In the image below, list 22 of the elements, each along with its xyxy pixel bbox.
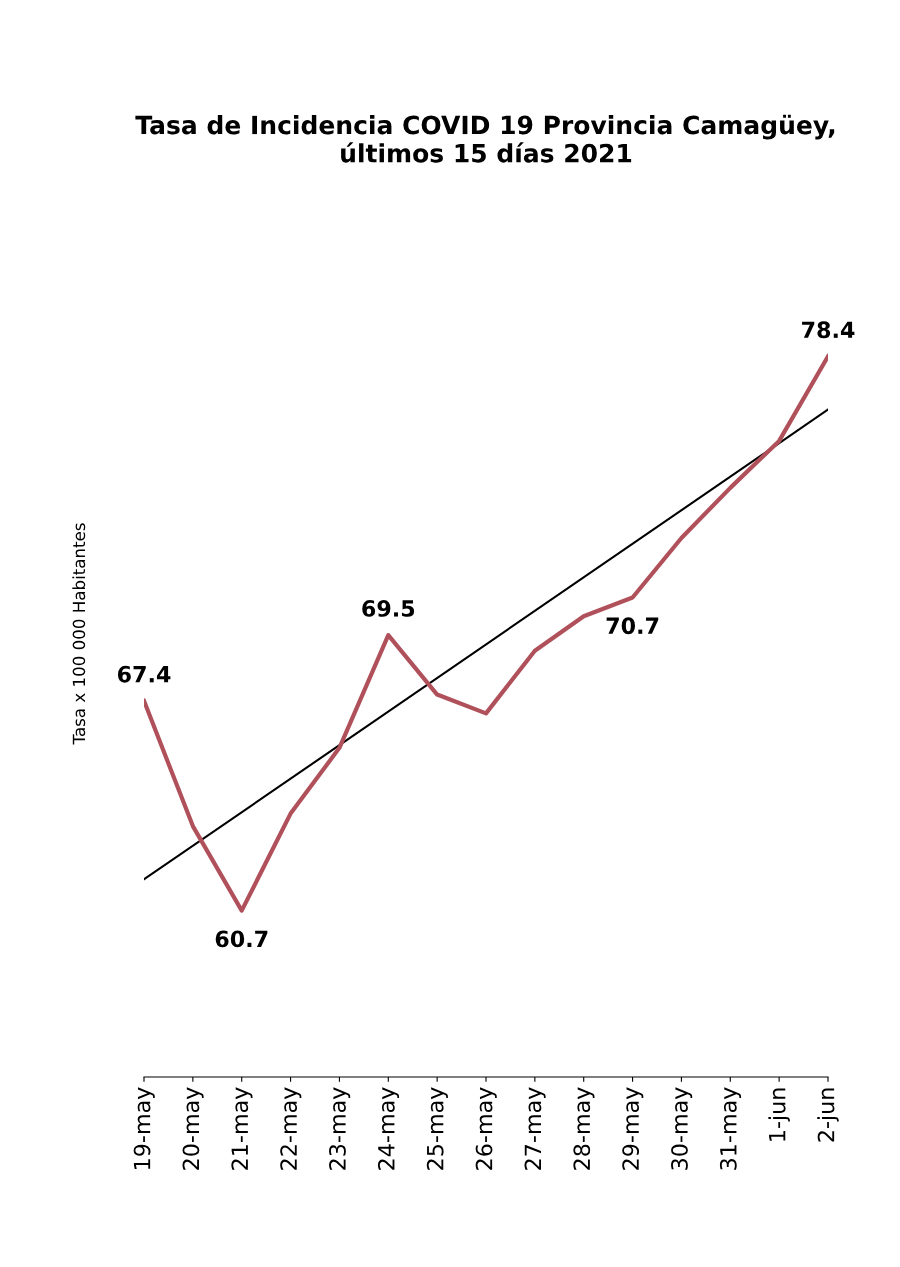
y-axis-title: Tasa x 100 000 Habitantes [72,523,86,745]
x-tick-label: 21-may [231,1087,253,1170]
x-tick-label: 24-may [377,1087,400,1170]
x-tick-label: 1-jun [768,1088,790,1141]
x-tick-label: 19-may [133,1087,155,1169]
chart-title: Tasa de Incidencia COVID 19 Provincia Camagüey, últimos 15 días 2021 [135,114,835,163]
x-tick-label: 30-may [671,1087,693,1170]
data-label: 78.4 [802,321,855,339]
x-tick-label: 22-may [280,1087,302,1170]
data-label: 69.5 [362,600,415,617]
x-tick-label: 26-may [475,1087,497,1170]
x-tick-label: 28-may [573,1087,595,1170]
x-tick-label: 2-jun [817,1088,839,1142]
data-label: 70.7 [606,617,659,635]
x-tick-label: 31-may [719,1087,742,1170]
x-tick-label: 23-may [329,1087,351,1170]
data-label: 60.7 [215,930,268,948]
x-tick-label: 27-may [524,1087,546,1170]
x-tick-label: 29-may [622,1087,644,1170]
data-label: 67.4 [117,665,171,683]
x-tick-label: 20-may [182,1087,204,1170]
x-tick-label: 25-may [426,1087,448,1170]
